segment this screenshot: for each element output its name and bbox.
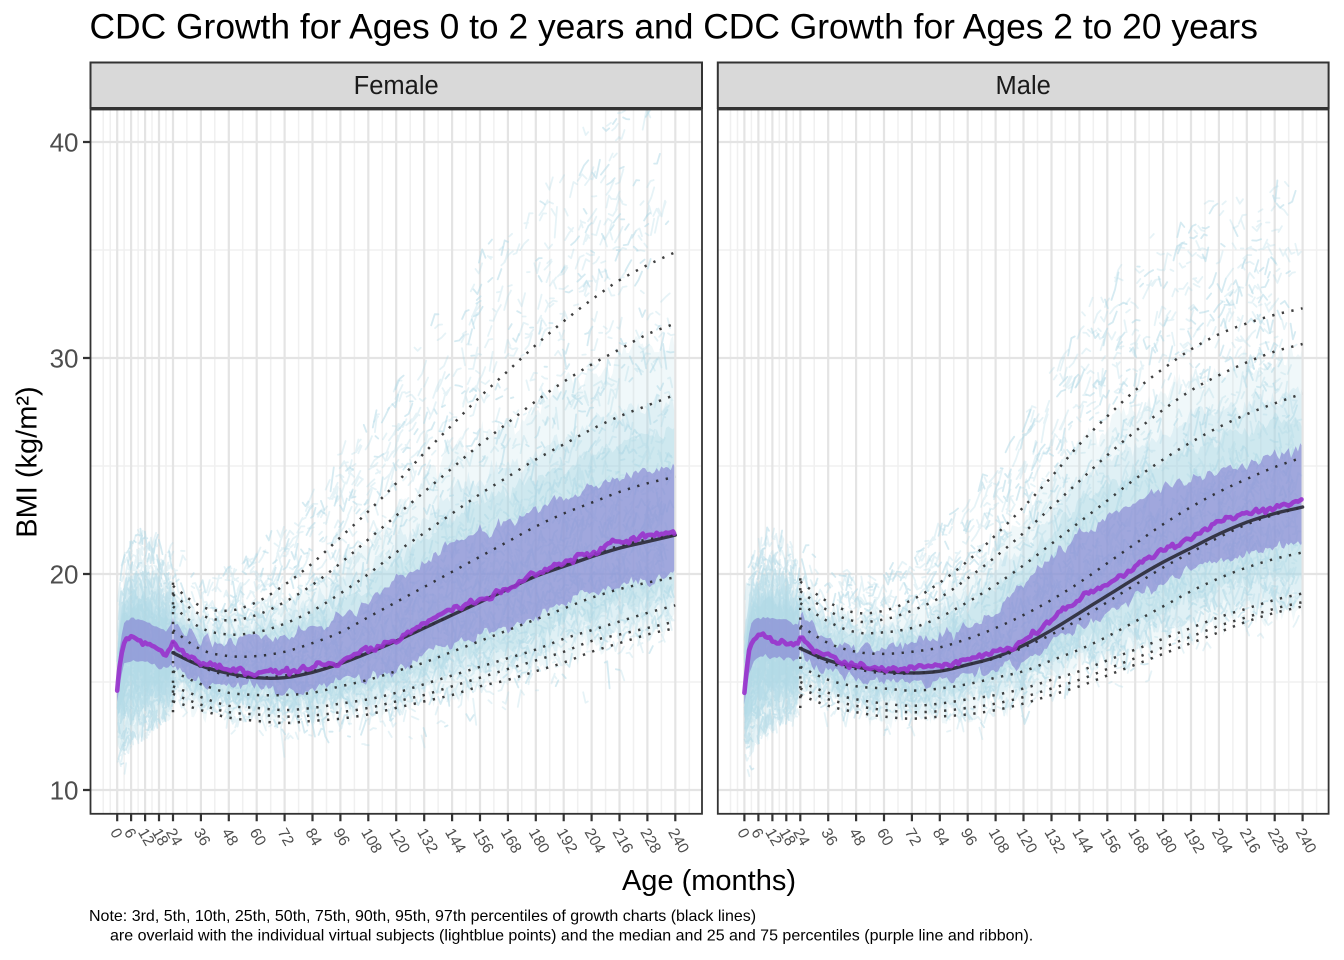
svg-text:20: 20: [50, 559, 79, 589]
svg-text:BMI (kg/m²): BMI (kg/m²): [12, 386, 44, 537]
svg-text:84: 84: [929, 826, 953, 850]
svg-text:72: 72: [901, 826, 924, 849]
svg-text:Male: Male: [996, 72, 1051, 100]
svg-text:18: 18: [148, 826, 171, 849]
svg-text:60: 60: [873, 826, 897, 850]
svg-text:30: 30: [50, 343, 79, 373]
svg-text:are overlaid with the individu: are overlaid with the individual virtual…: [110, 928, 1033, 945]
svg-text:96: 96: [329, 826, 352, 849]
svg-text:60: 60: [246, 826, 270, 850]
svg-text:48: 48: [218, 826, 241, 849]
svg-text:18: 18: [775, 826, 798, 849]
svg-text:Female: Female: [354, 72, 439, 100]
svg-text:36: 36: [190, 826, 213, 849]
svg-text:12: 12: [761, 826, 784, 849]
svg-text:10: 10: [50, 775, 79, 805]
svg-text:84: 84: [302, 826, 326, 850]
svg-text:24: 24: [162, 826, 186, 850]
svg-text:12: 12: [134, 826, 157, 849]
svg-text:24: 24: [789, 826, 813, 850]
svg-text:Age (months): Age (months): [622, 865, 796, 897]
svg-text:48: 48: [845, 826, 868, 849]
svg-text:CDC Growth for Ages 0 to 2 yea: CDC Growth for Ages 0 to 2 years and CDC…: [90, 7, 1258, 47]
svg-text:Note: 3rd, 5th, 10th, 25th, 50: Note: 3rd, 5th, 10th, 25th, 50th, 75th, …: [89, 908, 756, 925]
svg-text:96: 96: [957, 826, 980, 849]
svg-text:36: 36: [817, 826, 840, 849]
svg-text:40: 40: [50, 127, 79, 157]
svg-text:72: 72: [274, 826, 297, 849]
